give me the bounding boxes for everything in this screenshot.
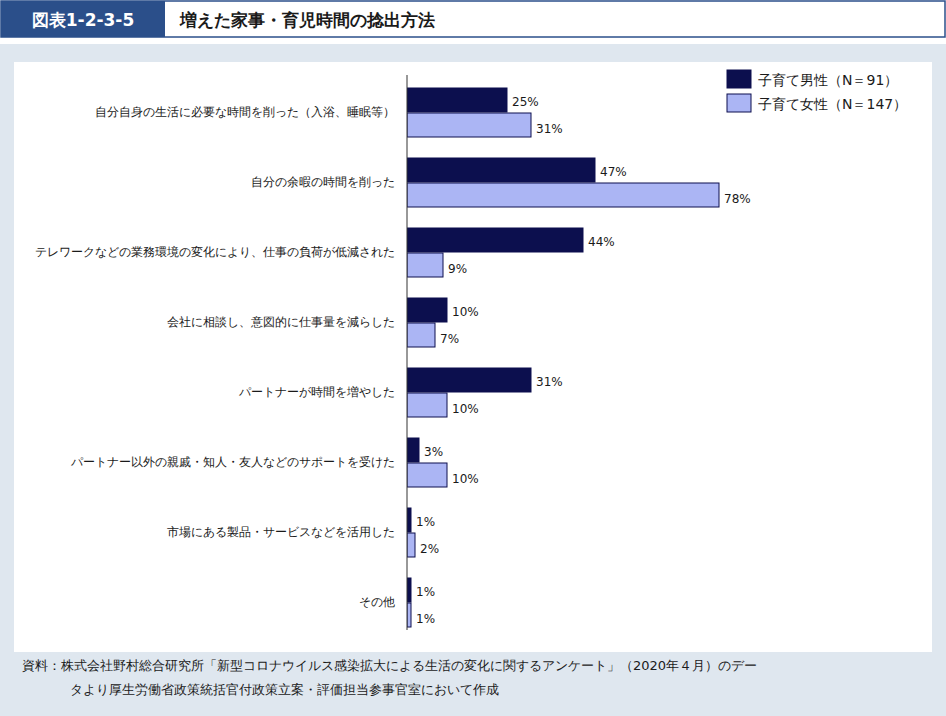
legend-swatch [727,94,751,112]
bar [407,508,411,532]
bars [407,88,719,627]
data-label: 9% [448,262,467,276]
bar [407,158,595,182]
legend-label: 子育て男性（N＝91） [758,72,898,88]
plot-background [14,62,932,652]
category-label: 市場にある製品・サービスなどを活用した [167,525,395,539]
category-label: 会社に相談し、意図的に仕事量を減らした [167,315,395,329]
labels: 自分自身の生活に必要な時間を削った（入浴、睡眠等） 25% 31% 自分の余暇の時間を… [35,95,751,626]
chart-title: 増えた家事・育児時間の捻出方法 [179,10,435,30]
bar [407,253,443,277]
page: 図表1-2-3-5 増えた家事・育児時間の捻出方法自分自身の生活に必要な時間を削っ… [0,0,946,716]
data-label: 78% [724,192,751,206]
data-label: 7% [440,332,459,346]
data-label: 44% [588,235,615,249]
data-label: 1% [416,585,435,599]
category-label: 自分自身の生活に必要な時間を削った（入浴、睡眠等） [95,105,395,119]
data-label: 2% [420,542,439,556]
legend: 子育て男性（N＝91） 子育て女性（N＝147） [727,70,907,112]
header-label-box [1,1,165,37]
panel-background [0,44,946,716]
header-frame [1,1,945,37]
data-label: 31% [536,375,563,389]
bar [407,228,583,252]
bar [407,368,531,392]
data-label: 10% [452,402,479,416]
data-label: 25% [512,95,539,109]
data-label: 47% [600,165,627,179]
axis-line [407,75,408,630]
bar [407,463,447,487]
bar [407,533,415,557]
legend-swatch [727,70,751,88]
figure-number: 図表1-2-3-5 [32,10,134,30]
source-note: 資料：株式会社野村総合研究所「新型コロナウイルス感染拡大による生活の変化に関する… [22,658,757,673]
data-label: 3% [424,445,443,459]
category-label: 自分の余暇の時間を削った [251,175,395,189]
category-label: パートナー以外の親戚・知人・友人などのサポートを受けた [70,455,395,469]
bar [407,298,447,322]
bar [407,603,411,627]
data-label: 1% [416,612,435,626]
bar [407,113,531,137]
bar [407,393,447,417]
bar [407,438,419,462]
bar [407,183,719,207]
category-label: テレワークなどの業務環境の変化により、仕事の負荷が低減された [35,245,395,259]
bar [407,578,411,602]
source-note: タより厚生労働省政策統括官付政策立案・評価担当参事官室において作成 [70,682,499,697]
data-label: 10% [452,305,479,319]
data-label: 31% [536,122,563,136]
category-label: その他 [359,595,395,609]
category-label: パートナーが時間を増やした [238,385,395,399]
legend-label: 子育て女性（N＝147） [758,96,907,112]
bar [407,323,435,347]
data-label: 10% [452,472,479,486]
data-label: 1% [416,515,435,529]
bar [407,88,507,112]
